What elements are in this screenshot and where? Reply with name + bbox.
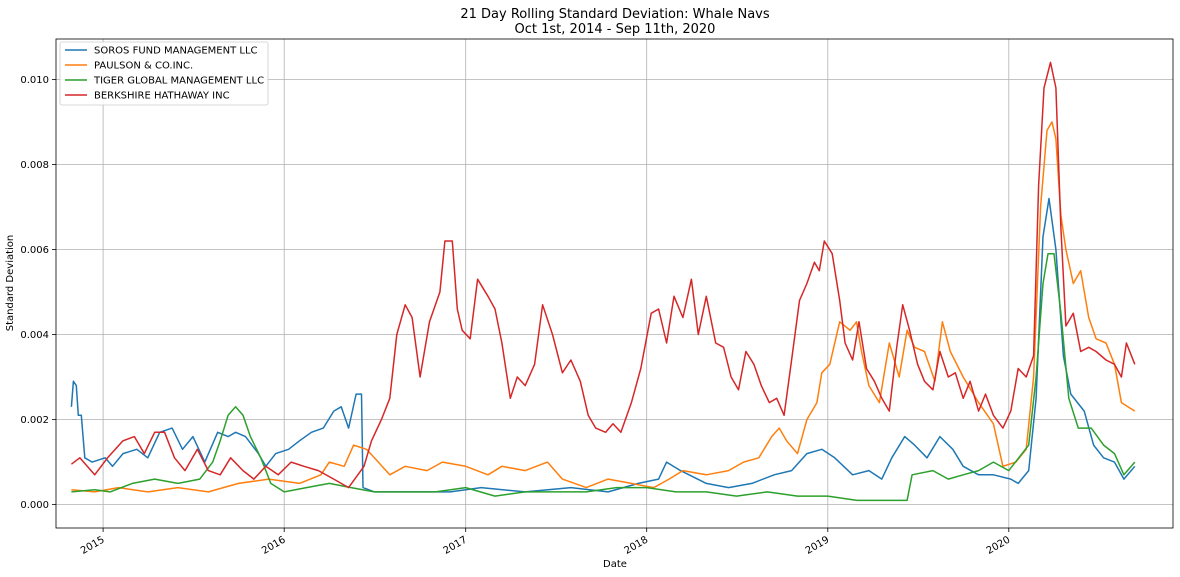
y-tick-label: 0.002 xyxy=(20,415,49,426)
plot-frame xyxy=(55,38,1174,529)
y-axis-label: Standard Deviation xyxy=(5,235,16,332)
x-tick-label: 2019 xyxy=(804,535,832,557)
y-tick-label: 0.008 xyxy=(20,160,49,171)
x-tick-label: 2017 xyxy=(442,535,470,557)
legend-entry: TIGER GLOBAL MANAGEMENT LLC xyxy=(93,76,264,87)
legend-box xyxy=(59,41,269,106)
series-line-1 xyxy=(71,121,1136,493)
series-line-2 xyxy=(71,252,1136,502)
y-tick-label: 0.004 xyxy=(20,330,49,341)
series-line-0 xyxy=(70,197,1136,493)
y-axis: 0.000 0.002 0.004 0.006 0.008 0.010 xyxy=(20,75,56,511)
y-tick-label: 0.000 xyxy=(20,500,49,511)
x-tick-label: 2018 xyxy=(623,535,651,557)
y-tick-label: 0.006 xyxy=(20,245,49,256)
chart-title: 21 Day Rolling Standard Deviation: Whale… xyxy=(460,7,769,22)
chart-subtitle: Oct 1st, 2014 - Sep 11th, 2020 xyxy=(515,22,716,37)
x-tick-label: 2020 xyxy=(985,535,1013,557)
series-lines xyxy=(70,61,1136,502)
legend-entry: PAULSON & CO.INC. xyxy=(94,61,193,72)
x-tick-label: 2016 xyxy=(260,535,288,557)
x-axis-label: Date xyxy=(603,559,627,570)
x-tick-label: 2015 xyxy=(79,535,107,557)
legend-entry: SOROS FUND MANAGEMENT LLC xyxy=(94,46,258,57)
y-tick-label: 0.010 xyxy=(20,75,49,86)
x-axis: 2015 2016 2017 2018 2019 2020 xyxy=(79,528,1012,557)
legend-entry: BERKSHIRE HATHAWAY INC xyxy=(94,91,230,102)
grid xyxy=(56,39,1173,528)
series-line-3 xyxy=(70,61,1136,489)
legend: SOROS FUND MANAGEMENT LLC PAULSON & CO.IN… xyxy=(59,41,269,106)
